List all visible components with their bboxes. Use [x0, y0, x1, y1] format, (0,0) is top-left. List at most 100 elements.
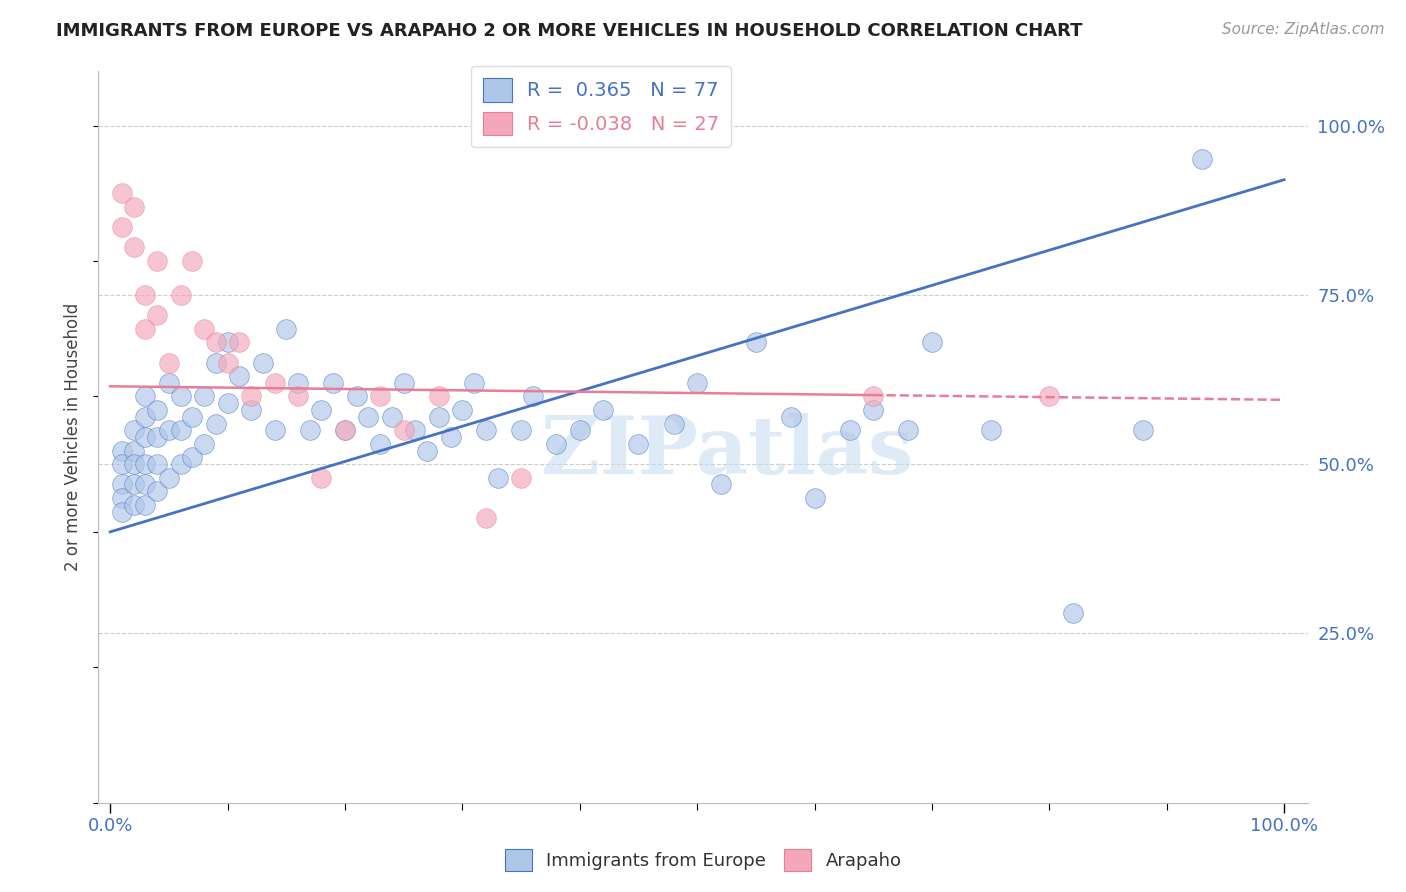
Point	[439, 430, 461, 444]
Point	[980, 423, 1002, 437]
Point	[287, 376, 309, 390]
Point	[217, 355, 239, 369]
Point	[111, 186, 134, 201]
Point	[228, 369, 250, 384]
Point	[240, 389, 263, 403]
Point	[146, 403, 169, 417]
Point	[111, 457, 134, 471]
Point	[392, 423, 415, 437]
Point	[263, 376, 285, 390]
Point	[157, 423, 180, 437]
Point	[111, 491, 134, 505]
Point	[298, 423, 321, 437]
Point	[427, 389, 450, 403]
Point	[522, 389, 544, 403]
Point	[169, 389, 191, 403]
Point	[1191, 153, 1213, 167]
Point	[134, 430, 156, 444]
Point	[122, 477, 145, 491]
Point	[427, 409, 450, 424]
Legend: R =  0.365   N = 77, R = -0.038   N = 27: R = 0.365 N = 77, R = -0.038 N = 27	[471, 66, 731, 147]
Point	[134, 409, 156, 424]
Point	[486, 471, 509, 485]
Point	[134, 498, 156, 512]
Point	[862, 403, 884, 417]
Point	[204, 335, 226, 350]
Point	[745, 335, 768, 350]
Text: IMMIGRANTS FROM EUROPE VS ARAPAHO 2 OR MORE VEHICLES IN HOUSEHOLD CORRELATION CH: IMMIGRANTS FROM EUROPE VS ARAPAHO 2 OR M…	[56, 22, 1083, 40]
Point	[710, 477, 733, 491]
Point	[921, 335, 943, 350]
Point	[276, 322, 298, 336]
Point	[662, 417, 685, 431]
Point	[780, 409, 803, 424]
Point	[134, 389, 156, 403]
Point	[181, 254, 204, 268]
Point	[217, 396, 239, 410]
Point	[169, 288, 191, 302]
Point	[193, 389, 215, 403]
Point	[111, 505, 134, 519]
Point	[416, 443, 439, 458]
Point	[862, 389, 884, 403]
Point	[311, 471, 333, 485]
Point	[122, 423, 145, 437]
Point	[193, 437, 215, 451]
Point	[111, 443, 134, 458]
Point	[122, 443, 145, 458]
Point	[322, 376, 344, 390]
Legend: Immigrants from Europe, Arapaho: Immigrants from Europe, Arapaho	[498, 842, 908, 879]
Point	[181, 409, 204, 424]
Point	[475, 511, 498, 525]
Point	[193, 322, 215, 336]
Point	[169, 457, 191, 471]
Point	[311, 403, 333, 417]
Point	[1062, 606, 1084, 620]
Point	[122, 498, 145, 512]
Point	[146, 308, 169, 322]
Point	[157, 355, 180, 369]
Point	[368, 389, 391, 403]
Point	[122, 200, 145, 214]
Point	[510, 471, 533, 485]
Point	[381, 409, 404, 424]
Point	[803, 491, 825, 505]
Point	[333, 423, 356, 437]
Text: Source: ZipAtlas.com: Source: ZipAtlas.com	[1222, 22, 1385, 37]
Point	[1038, 389, 1060, 403]
Point	[451, 403, 474, 417]
Point	[357, 409, 380, 424]
Point	[287, 389, 309, 403]
Point	[134, 477, 156, 491]
Point	[392, 376, 415, 390]
Point	[263, 423, 285, 437]
Point	[169, 423, 191, 437]
Point	[111, 477, 134, 491]
Point	[204, 417, 226, 431]
Point	[122, 457, 145, 471]
Point	[122, 240, 145, 254]
Point	[134, 288, 156, 302]
Point	[404, 423, 426, 437]
Point	[475, 423, 498, 437]
Point	[346, 389, 368, 403]
Point	[568, 423, 591, 437]
Y-axis label: 2 or more Vehicles in Household: 2 or more Vehicles in Household	[65, 303, 83, 571]
Point	[368, 437, 391, 451]
Point	[686, 376, 709, 390]
Point	[134, 457, 156, 471]
Point	[111, 220, 134, 235]
Point	[157, 376, 180, 390]
Point	[146, 484, 169, 499]
Point	[217, 335, 239, 350]
Point	[146, 430, 169, 444]
Point	[240, 403, 263, 417]
Point	[838, 423, 860, 437]
Point	[463, 376, 485, 390]
Point	[1132, 423, 1154, 437]
Point	[546, 437, 568, 451]
Point	[627, 437, 650, 451]
Point	[204, 355, 226, 369]
Point	[592, 403, 614, 417]
Point	[228, 335, 250, 350]
